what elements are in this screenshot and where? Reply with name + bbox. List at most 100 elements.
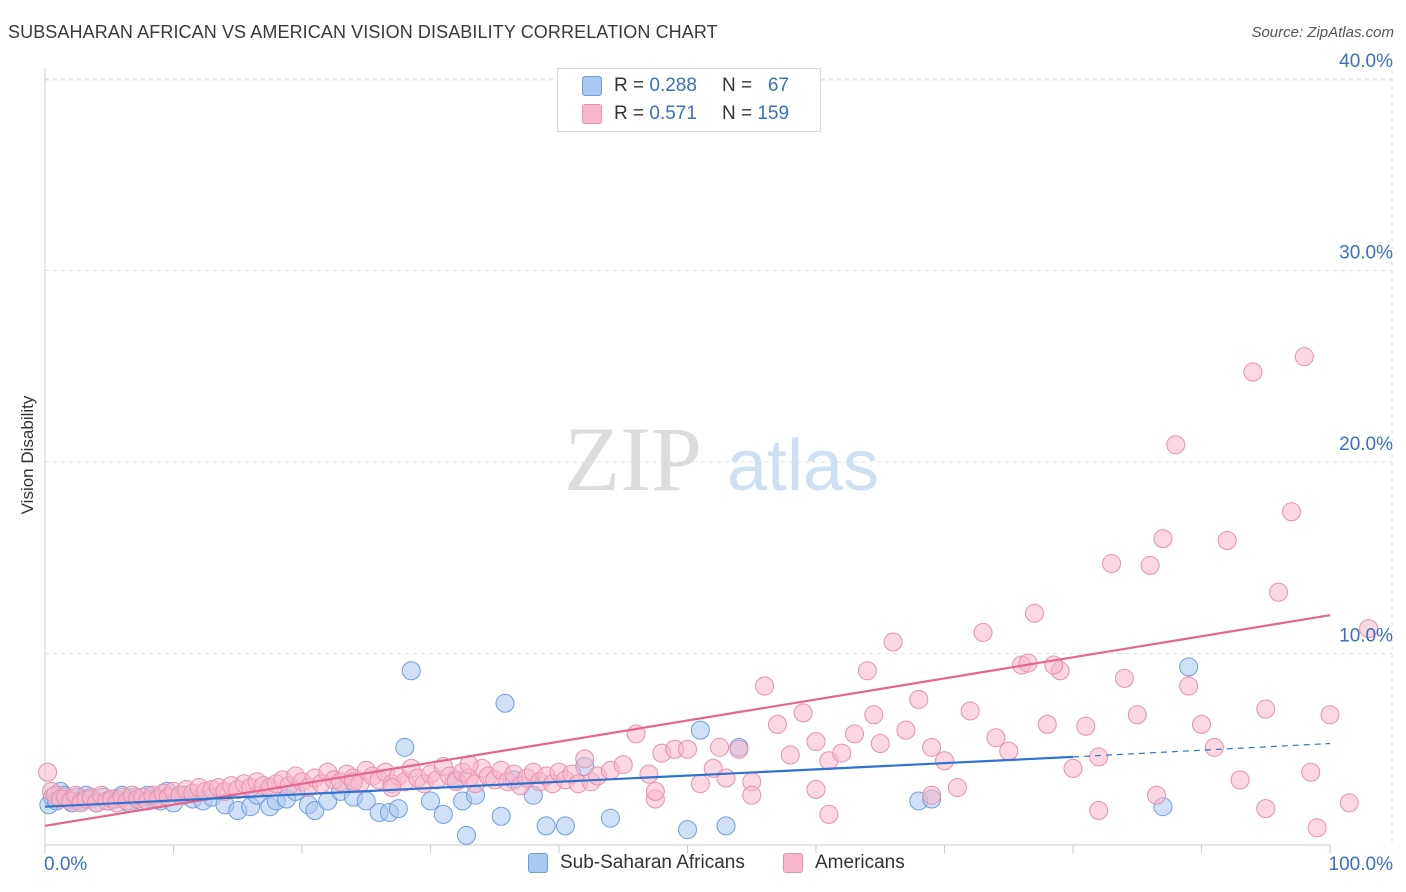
bottom-legend-swatch-subsaharan [528,853,548,873]
data-point-subsaharan [388,799,408,819]
data-point-subsaharan [536,816,556,836]
data-point-americans [703,758,723,778]
data-point-americans [690,774,710,794]
data-point-subsaharan [401,661,421,681]
data-point-americans [806,732,826,752]
data-point-americans [1037,714,1057,734]
data-point-americans [767,714,787,734]
data-point-americans [1140,555,1160,575]
data-point-subsaharan [716,816,736,836]
data-point-americans [1269,582,1289,602]
data-point-americans [864,705,884,725]
axes [44,68,1331,853]
data-point-americans [1320,705,1340,725]
bottom-legend-label: Sub-Saharan Africans [560,852,745,873]
trend-line-subsaharan [44,755,1074,808]
data-point-americans [1153,529,1173,549]
legend-swatch-americans [582,104,602,124]
legend-swatch-subsaharan [582,76,602,96]
data-point-americans [935,751,954,771]
data-point-americans [909,689,929,709]
data-point-americans [1204,737,1224,757]
data-point-americans [1256,799,1276,819]
data-point-americans [1301,762,1321,782]
trend-line-americans [44,614,1331,827]
data-point-americans [922,785,942,805]
data-point-americans [1281,502,1301,522]
data-point-americans [819,804,839,824]
data-point-americans [645,781,665,801]
data-point-americans [1339,793,1359,813]
data-point-americans [710,737,730,757]
data-point-americans [755,676,775,696]
data-point-americans [922,737,942,757]
data-point-americans [382,778,402,798]
data-point-subsaharan [421,791,440,811]
bottom-legend-swatch-americans [783,853,803,873]
series-subsaharan-points [39,657,1199,845]
y-tick-label: 40.0% [1339,51,1393,72]
data-point-americans [613,755,633,775]
bottom-legend-americans: Americans [783,852,905,874]
data-point-americans [1147,785,1167,805]
x-tick-label: 100.0% [1329,854,1394,875]
data-point-americans [1256,699,1276,719]
chart-title: SUBSAHARAN AFRICAN VS AMERICAN VISION DI… [8,22,718,42]
data-point-subsaharan [305,801,325,821]
y-tick-label: 10.0% [1339,626,1393,647]
watermark-atlas: atlas [727,426,879,506]
data-point-subsaharan [395,737,415,757]
data-point-americans [1217,531,1237,551]
tick-labels: 10.0% 20.0% 30.0% 40.0% 0.0% 100.0% [44,51,1393,875]
data-point-americans [1114,668,1134,688]
data-point-americans [870,734,890,754]
bottom-legend-label: Americans [815,852,905,873]
data-point-americans [999,741,1019,761]
data-point-subsaharan [1179,657,1199,677]
legend-n-value: 67 [767,75,790,96]
data-point-subsaharan [690,720,710,740]
data-point-americans [1166,435,1186,455]
data-point-subsaharan [433,804,453,824]
data-point-americans [960,701,980,721]
x-tick-label: 0.0% [44,854,87,875]
data-point-americans [857,661,877,681]
data-point-americans [639,764,659,784]
data-point-subsaharan [555,816,575,836]
legend-n-label: N = [721,103,753,124]
data-point-americans [1230,770,1250,790]
data-point-americans [38,762,58,782]
legend-row-subsaharan: R = 0.288 N = 67 [582,73,789,99]
data-point-americans [896,720,916,740]
data-point-americans [1076,716,1096,736]
source-label: Source: ZipAtlas.com [1251,24,1394,41]
data-point-subsaharan [600,808,620,828]
data-point-americans [845,724,865,744]
legend-n-value: 159 [757,103,790,124]
data-point-americans [1307,818,1327,838]
data-point-subsaharan [495,693,515,713]
data-point-americans [832,743,852,763]
legend-r-label: R = [614,75,645,96]
watermark-zip: ZIP [564,408,702,510]
data-point-subsaharan [678,820,697,840]
data-point-americans [1063,758,1083,778]
series-americans-points [38,347,1379,838]
data-point-americans [575,749,595,769]
data-point-subsaharan [456,825,476,845]
data-point-americans [678,739,697,759]
data-point-americans [1089,747,1109,767]
data-point-americans [716,768,736,788]
data-point-americans [973,622,993,642]
data-point-americans [1102,553,1122,573]
bottom-legend-subsaharan: Sub-Saharan Africans [528,852,745,874]
data-point-americans [1127,705,1147,725]
trend-lines [44,614,1331,827]
legend-n-label: N = [721,75,753,96]
data-point-americans [742,785,762,805]
data-point-americans [1294,347,1314,367]
legend-r-label: R = [614,103,645,124]
legend-r-value: 0.288 [649,75,697,96]
legend-row-americans: R = 0.571 N = 159 [582,101,789,127]
